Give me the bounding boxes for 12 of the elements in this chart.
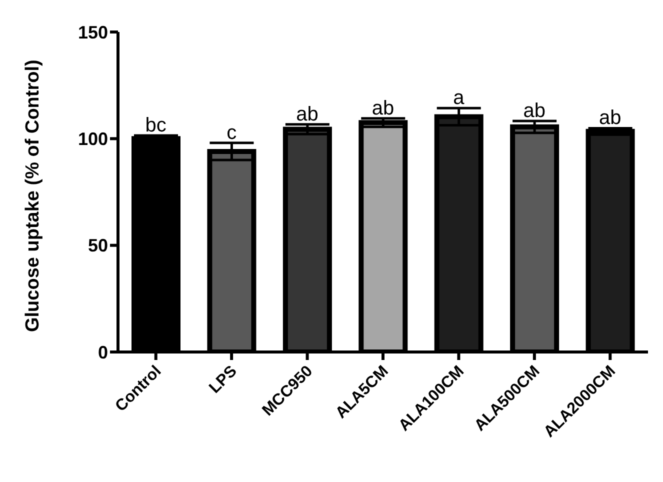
annotation: ab <box>372 97 394 120</box>
annotation: ab <box>523 100 546 122</box>
y-axis-title: Glucose uptake (% of Control) <box>22 60 44 332</box>
annotation: ab <box>599 107 622 130</box>
annotation: c <box>226 122 237 144</box>
annotation: a <box>453 87 466 110</box>
annotation: bc <box>145 114 166 136</box>
y-tick-label: 100 <box>78 129 108 150</box>
y-tick-label: 150 <box>78 22 108 42</box>
annotation: ab <box>296 103 318 126</box>
y-tick-label: 0 <box>98 342 108 362</box>
y-tick-label: 50 <box>88 236 108 256</box>
